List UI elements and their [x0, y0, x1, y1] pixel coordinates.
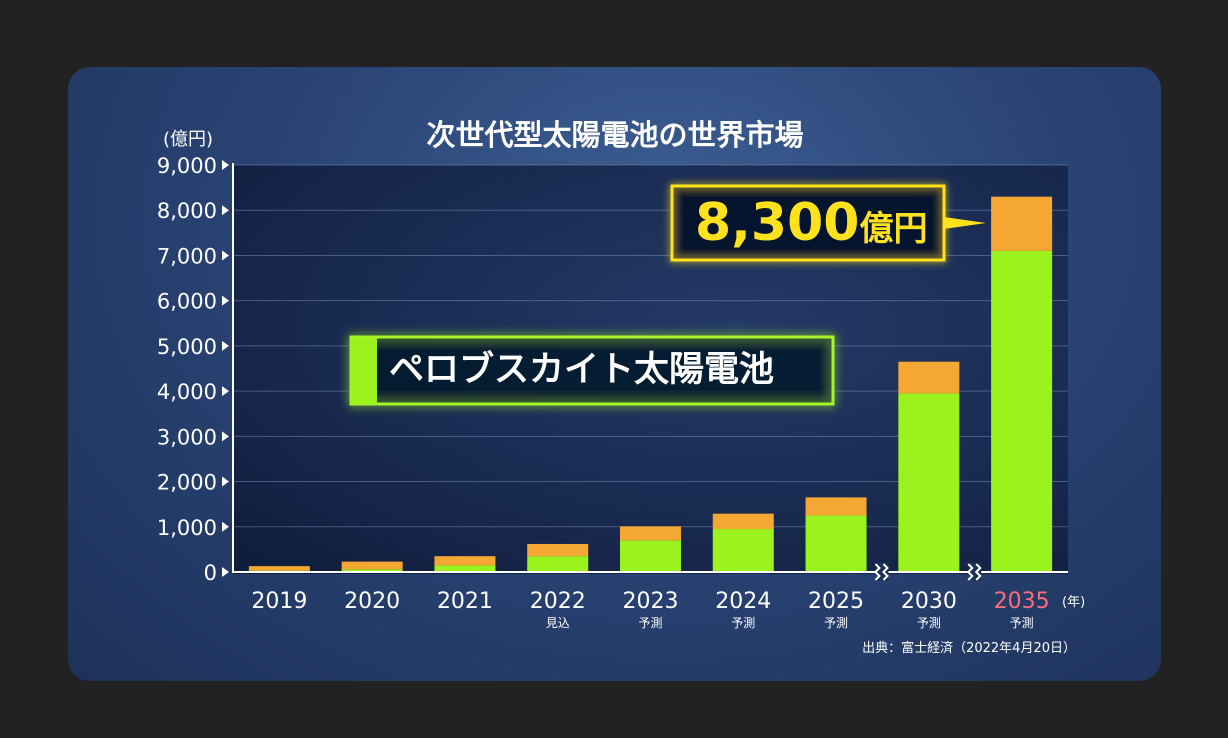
- source-note: 出典：富士経済（2022年4月20日）: [862, 640, 1076, 656]
- bar-perovskite: [991, 250, 1053, 572]
- y-tick-label: 1,000: [157, 516, 217, 540]
- bar-other: [805, 497, 867, 516]
- y-tick-marker: [222, 386, 229, 397]
- x-tick-label: 2021: [437, 589, 493, 614]
- bar-other: [898, 361, 960, 394]
- chart-card: 次世代型太陽電池の世界市場 (億円) 0 1,000 2,000 3,000 4,000…: [68, 67, 1161, 681]
- y-tick-marker: [222, 340, 229, 351]
- callout-unit: 億円: [859, 209, 927, 249]
- y-tick-label: 3,000: [157, 425, 217, 449]
- bar-other: [991, 196, 1053, 251]
- y-tick-label: 9,000: [157, 154, 217, 178]
- y-tick-label: 2,000: [157, 471, 217, 495]
- bar-other: [248, 566, 310, 571]
- y-tick-marker: [222, 521, 229, 532]
- series-label: ペロブスカイト太陽電池: [349, 335, 835, 406]
- bar-other: [527, 543, 589, 557]
- series-label-text: ペロブスカイト太陽電池: [389, 349, 774, 390]
- bar-perovskite: [712, 529, 774, 572]
- y-tick-marker: [222, 205, 229, 216]
- x-axis-unit: (年): [1062, 595, 1085, 610]
- y-tick-label: 8,000: [157, 199, 217, 223]
- bar-perovskite: [434, 565, 496, 572]
- x-tick-note: 予測: [1010, 616, 1034, 630]
- bar-other: [434, 556, 496, 566]
- bar-chart: 次世代型太陽電池の世界市場 (億円) 0 1,000 2,000 3,000 4,000…: [157, 118, 1085, 656]
- y-tick-label: 4,000: [157, 380, 217, 404]
- x-tick-note: 予測: [824, 616, 848, 630]
- y-tick-label: 5,000: [157, 335, 217, 359]
- callout-value: 8,300: [695, 193, 859, 253]
- x-tick-label: 2020: [344, 589, 400, 614]
- bar-perovskite: [805, 515, 867, 572]
- x-tick-label: 2035: [994, 589, 1050, 614]
- axis-break-mark: [974, 563, 982, 581]
- axis-break-mark: [874, 563, 881, 581]
- x-tick-label: 2024: [715, 589, 771, 614]
- y-tick-label: 7,000: [157, 244, 217, 268]
- total-callout: 8,300億円: [670, 184, 986, 262]
- y-tick-marker: [222, 160, 229, 170]
- axis-break-mark: [966, 563, 974, 581]
- bar-other: [712, 513, 774, 530]
- bar-other: [620, 526, 681, 541]
- x-tick-label: 2022: [530, 589, 586, 614]
- y-tick-marker: [222, 295, 229, 306]
- bar-perovskite: [341, 569, 403, 572]
- y-tick-marker: [222, 476, 229, 487]
- x-tick-note: 予測: [917, 616, 941, 630]
- x-tick-note: 予測: [731, 616, 755, 630]
- x-tick-label: 2030: [901, 589, 957, 614]
- bar-other: [341, 561, 403, 570]
- bar-perovskite: [898, 393, 960, 572]
- y-tick-label: 0: [204, 561, 217, 585]
- callout-text: 8,300億円: [695, 193, 927, 253]
- x-tick-label: 2019: [251, 589, 307, 614]
- callout-pointer: [944, 217, 986, 229]
- y-axis: 0 1,000 2,000 3,000 4,000 5,000 6,000 7,000 8,00…: [157, 154, 234, 585]
- axis-break-mark: [882, 563, 889, 581]
- bar-perovskite: [527, 556, 589, 572]
- x-tick-label: 2025: [808, 589, 864, 614]
- y-axis-unit: (億円): [163, 129, 213, 150]
- bars: [248, 196, 1053, 572]
- x-tick-note: 見込: [546, 616, 570, 630]
- y-tick-marker: [222, 567, 229, 577]
- y-tick-label: 6,000: [157, 290, 217, 314]
- series-swatch: [351, 337, 377, 404]
- bar-perovskite: [620, 540, 681, 572]
- x-axis: 2019 2020 2021 2022 見込 2023 予測 2024 予測 2025 予測 2030…: [233, 563, 1068, 630]
- y-tick-marker: [222, 250, 229, 261]
- x-tick-label: 2023: [623, 589, 679, 614]
- chart-title: 次世代型太陽電池の世界市場: [426, 118, 803, 152]
- x-tick-note: 予測: [638, 616, 662, 630]
- y-tick-marker: [222, 431, 229, 442]
